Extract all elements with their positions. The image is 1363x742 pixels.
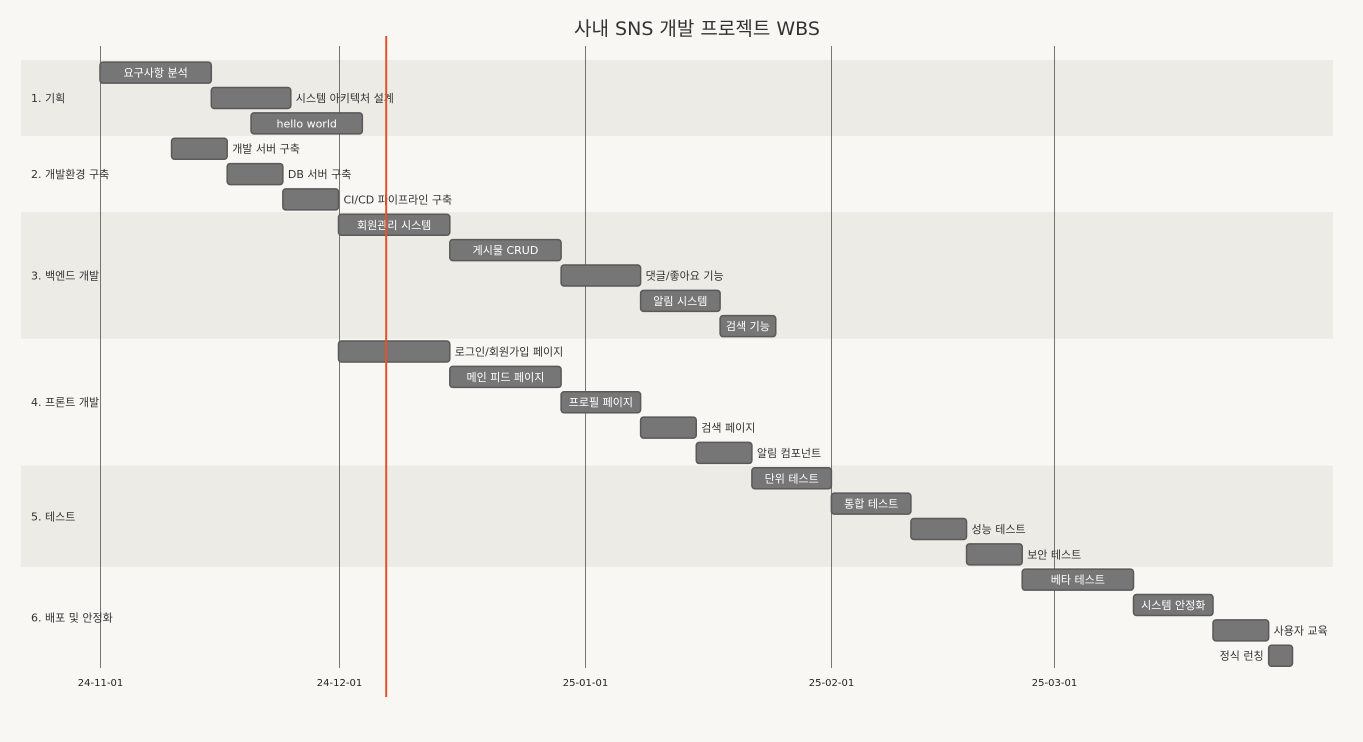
section-band bbox=[21, 338, 1333, 466]
task-bar bbox=[1267, 644, 1294, 667]
section-label: 6. 배포 및 안정화 bbox=[31, 612, 113, 625]
task-bar bbox=[210, 86, 292, 110]
x-tick-label: 25-02-01 bbox=[809, 678, 854, 689]
section-bands bbox=[21, 60, 1333, 669]
task-bar bbox=[830, 492, 912, 515]
task-bar bbox=[910, 517, 968, 541]
task-bar bbox=[449, 365, 562, 389]
task-bar bbox=[282, 188, 340, 211]
task-label: 성능 테스트 bbox=[972, 523, 1026, 536]
task-label: 베타 테스트 bbox=[1051, 574, 1105, 587]
task-bar bbox=[751, 467, 833, 490]
section-label: 4. 프론트 개발 bbox=[31, 396, 99, 409]
section-labels: 1. 기획 2. 개발환경 구축 3. 백엔드 개발 4. 프론트 개발 5. 테스트 6… bbox=[31, 92, 113, 625]
task-label: 프로필 페이지 bbox=[569, 396, 633, 409]
section-band bbox=[21, 465, 1333, 567]
task-label: 사용자 교육 bbox=[1274, 624, 1328, 637]
task-label: 시스템 안정화 bbox=[1141, 599, 1205, 612]
section-label: 1. 기획 bbox=[31, 92, 65, 105]
task-label: 게시물 CRUD bbox=[473, 244, 539, 257]
task-bar bbox=[639, 289, 721, 313]
task-label: 검색 기능 bbox=[726, 320, 770, 333]
section-band bbox=[21, 567, 1333, 669]
task-label: hello world bbox=[277, 117, 337, 130]
task-label: 요구사항 분석 bbox=[124, 67, 188, 80]
task-label: 알림 컴포넌트 bbox=[757, 446, 821, 460]
chart-title: 사내 SNS 개발 프로젝트 WBS bbox=[574, 18, 820, 40]
section-label: 2. 개발환경 구축 bbox=[31, 168, 109, 181]
task-label: DB 서버 구축 bbox=[288, 168, 352, 181]
task-label: 댓글/좋아요 기능 bbox=[646, 269, 724, 282]
task-bar bbox=[560, 264, 642, 287]
task-bar bbox=[337, 340, 451, 363]
x-tick-label: 24-11-01 bbox=[78, 678, 123, 689]
task-bar bbox=[560, 390, 642, 414]
task-bar bbox=[1132, 593, 1214, 617]
task-bar bbox=[695, 441, 753, 465]
task-bar bbox=[1212, 619, 1270, 642]
task-label: CI/CD 파이프라인 구축 bbox=[344, 193, 453, 206]
task-bar bbox=[226, 162, 284, 186]
task-bar bbox=[337, 213, 451, 237]
task-label: 통합 테스트 bbox=[844, 498, 898, 511]
task-label: 회원관리 시스템 bbox=[357, 219, 431, 232]
task-bar bbox=[449, 238, 562, 262]
task-label: 보안 테스트 bbox=[1027, 548, 1081, 561]
x-axis-ticks: 24-11-01 24-12-01 25-01-01 25-02-01 25-03-01 bbox=[78, 678, 1077, 689]
x-tick-label: 25-01-01 bbox=[563, 678, 608, 689]
task-label: 시스템 아키텍처 설계 bbox=[296, 92, 394, 105]
section-label: 5. 테스트 bbox=[31, 510, 75, 523]
task-bar bbox=[250, 112, 364, 135]
task-label: 로그인/회원가입 페이지 bbox=[455, 346, 563, 359]
x-tick-label: 25-03-01 bbox=[1032, 678, 1077, 689]
task-bar bbox=[1021, 568, 1135, 591]
task-bar bbox=[170, 137, 228, 160]
task-label: 단위 테스트 bbox=[765, 472, 819, 485]
task-label: 정식 런칭 bbox=[1220, 650, 1264, 663]
task-bar bbox=[639, 416, 697, 439]
section-label: 3. 백엔드 개발 bbox=[31, 269, 99, 282]
task-label: 메인 피드 페이지 bbox=[467, 371, 545, 384]
task-label: 개발 서버 구축 bbox=[232, 143, 300, 156]
x-tick-label: 24-12-01 bbox=[317, 678, 362, 689]
task-bar bbox=[99, 61, 213, 84]
task-bar bbox=[719, 314, 777, 338]
task-bars bbox=[99, 61, 1294, 667]
task-bar bbox=[965, 543, 1023, 566]
task-label: 검색 페이지 bbox=[701, 422, 755, 435]
task-label: 알림 시스템 bbox=[653, 294, 707, 308]
section-band bbox=[21, 212, 1333, 339]
